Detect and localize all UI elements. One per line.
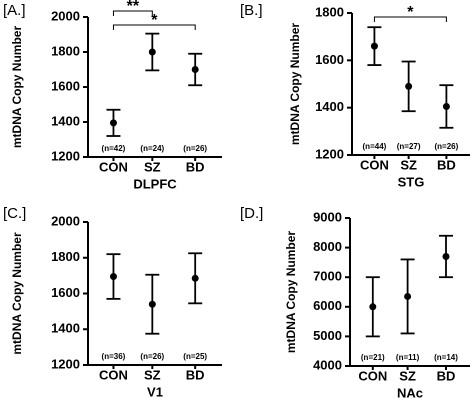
- y-tick-label: 1600: [51, 78, 80, 93]
- y-tick-label: 7000: [313, 269, 342, 284]
- n-label: (n=24): [140, 144, 164, 153]
- x-tick-label: SZ: [144, 367, 161, 382]
- y-tick-label: 1400: [51, 113, 80, 128]
- y-tick-label: 9000: [313, 209, 342, 224]
- x-tick-label: BD: [437, 368, 456, 383]
- x-axis-label: DLPFC: [133, 176, 177, 191]
- x-tick-label: CON: [360, 157, 389, 172]
- mean-point: [109, 273, 117, 281]
- mean-point: [404, 292, 412, 300]
- panel-label: [C.]: [3, 205, 26, 222]
- mean-point: [191, 274, 199, 282]
- n-label: (n=25): [183, 352, 207, 361]
- y-tick-label: 6000: [313, 298, 342, 313]
- significance-label: *: [151, 12, 158, 29]
- y-tick-label: 2000: [51, 213, 80, 228]
- y-tick-label: 1200: [315, 146, 344, 161]
- x-tick-label: CON: [358, 368, 387, 383]
- n-label: (n=26): [183, 144, 207, 153]
- x-tick-label: SZ: [144, 159, 161, 174]
- mean-point: [191, 66, 199, 73]
- y-tick-label: 1400: [51, 321, 80, 336]
- mean-point: [370, 42, 378, 50]
- significance-bracket: [373, 16, 447, 22]
- mean-point: [148, 300, 156, 308]
- mean-point: [442, 252, 450, 260]
- x-axis-label: V1: [147, 384, 163, 398]
- y-tick-label: 2000: [51, 8, 80, 23]
- y-axis-label: mtDNA Copy Number: [284, 231, 298, 354]
- y-tick-label: 1800: [51, 249, 80, 264]
- significance-label: *: [407, 4, 414, 21]
- panel-label: [B.]: [240, 2, 263, 19]
- mean-point: [148, 48, 156, 56]
- n-label: (n=11): [396, 353, 420, 362]
- mean-point: [405, 82, 413, 90]
- y-tick-label: 1200: [51, 148, 80, 163]
- mean-point: [369, 303, 377, 311]
- y-tick-label: 1800: [315, 4, 344, 19]
- n-label: (n=26): [435, 142, 459, 151]
- n-label: (n=44): [363, 142, 387, 151]
- n-label: (n=26): [140, 352, 164, 361]
- x-tick-label: BD: [437, 157, 456, 172]
- significance-label: **: [127, 0, 140, 15]
- y-axis-label: mtDNA Copy Number: [10, 26, 24, 149]
- n-label: (n=27): [397, 142, 421, 151]
- y-tick-label: 1400: [315, 99, 344, 114]
- mean-point: [442, 102, 450, 110]
- significance-bracket: [112, 24, 196, 30]
- y-tick-label: 4000: [313, 357, 342, 372]
- y-tick-label: 5000: [313, 328, 342, 343]
- y-axis-label: mtDNA Copy Number: [288, 23, 302, 146]
- x-tick-label: CON: [99, 159, 128, 174]
- n-label: (n=21): [361, 353, 385, 362]
- y-tick-label: 1600: [51, 285, 80, 300]
- panel-label: [D.]: [240, 205, 263, 222]
- n-label: (n=42): [102, 144, 126, 153]
- mean-point: [109, 119, 117, 127]
- n-label: (n=14): [434, 353, 458, 362]
- n-label: (n=36): [102, 352, 126, 361]
- x-axis-label: STG: [398, 174, 425, 189]
- y-axis-label: mtDNA Copy Number: [10, 232, 24, 355]
- y-tick-label: 1800: [51, 43, 80, 58]
- x-tick-label: CON: [99, 367, 128, 382]
- x-tick-label: BD: [186, 159, 205, 174]
- x-axis-label: NAc: [397, 385, 423, 398]
- x-tick-label: SZ: [400, 157, 417, 172]
- y-tick-label: 8000: [313, 239, 342, 254]
- panel-label: [A.]: [3, 2, 26, 19]
- x-tick-label: SZ: [399, 368, 416, 383]
- y-tick-label: 1600: [315, 52, 344, 67]
- x-tick-label: BD: [186, 367, 205, 382]
- y-tick-label: 1200: [51, 356, 80, 371]
- significance-bracket: [112, 10, 153, 16]
